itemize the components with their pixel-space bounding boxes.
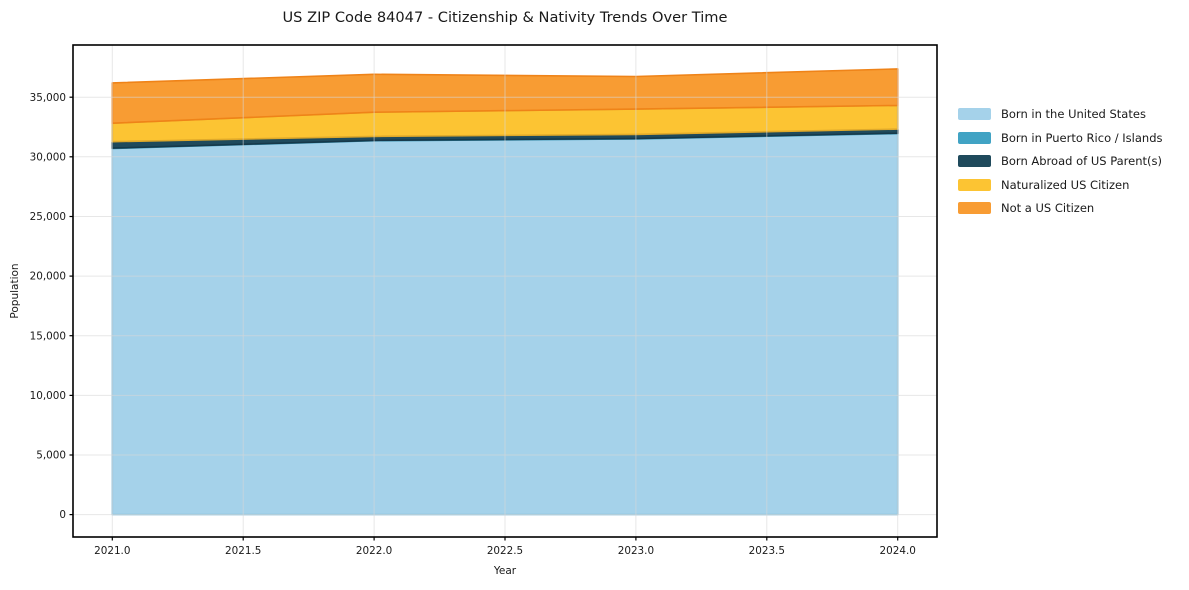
legend: Born in the United States Born in Puerto … bbox=[958, 107, 1163, 215]
legend-swatch-born-abroad bbox=[958, 155, 991, 167]
chart-title: US ZIP Code 84047 - Citizenship & Nativi… bbox=[282, 9, 728, 26]
x-axis-label: Year bbox=[493, 565, 517, 577]
legend-item-born-us: Born in the United States bbox=[958, 107, 1163, 121]
y-tick-label: 20,000 bbox=[30, 271, 66, 283]
legend-label: Born in Puerto Rico / Islands bbox=[1001, 130, 1163, 145]
legend-label: Not a US Citizen bbox=[1001, 201, 1095, 215]
y-tick-label: 5,000 bbox=[36, 450, 66, 462]
x-tick-label: 2024.0 bbox=[880, 545, 916, 557]
legend-swatch-not-citizen bbox=[958, 202, 991, 214]
legend-item-born-pr-islands: Born in Puerto Rico / Islands bbox=[958, 131, 1163, 145]
legend-item-naturalized: Naturalized US Citizen bbox=[958, 178, 1163, 192]
x-tick-label: 2021.0 bbox=[94, 545, 130, 557]
y-tick-label: 15,000 bbox=[30, 330, 66, 342]
y-tick-label: 0 bbox=[59, 509, 66, 521]
legend-item-born-abroad: Born Abroad of US Parent(s) bbox=[958, 154, 1163, 168]
x-tick-label: 2022.0 bbox=[356, 545, 392, 557]
y-tick-label: 10,000 bbox=[30, 390, 66, 402]
x-tick-label: 2022.5 bbox=[487, 545, 523, 557]
x-tick-label: 2023.5 bbox=[749, 545, 785, 557]
y-axis-label: Population bbox=[9, 263, 21, 319]
x-tick-label: 2021.5 bbox=[225, 545, 261, 557]
legend-item-not-citizen: Not a US Citizen bbox=[958, 201, 1163, 215]
y-tick-label: 35,000 bbox=[30, 92, 66, 104]
y-tick-label: 25,000 bbox=[30, 211, 66, 223]
x-tick-label: 2023.0 bbox=[618, 545, 654, 557]
y-tick-label: 30,000 bbox=[30, 151, 66, 163]
legend-swatch-born-pr-islands bbox=[958, 131, 991, 144]
legend-label: Born Abroad of US Parent(s) bbox=[1001, 154, 1162, 168]
legend-label: Naturalized US Citizen bbox=[1001, 177, 1130, 192]
legend-label: Born in the United States bbox=[1001, 107, 1146, 121]
legend-swatch-naturalized bbox=[958, 178, 991, 191]
legend-swatch-born-us bbox=[958, 108, 991, 120]
